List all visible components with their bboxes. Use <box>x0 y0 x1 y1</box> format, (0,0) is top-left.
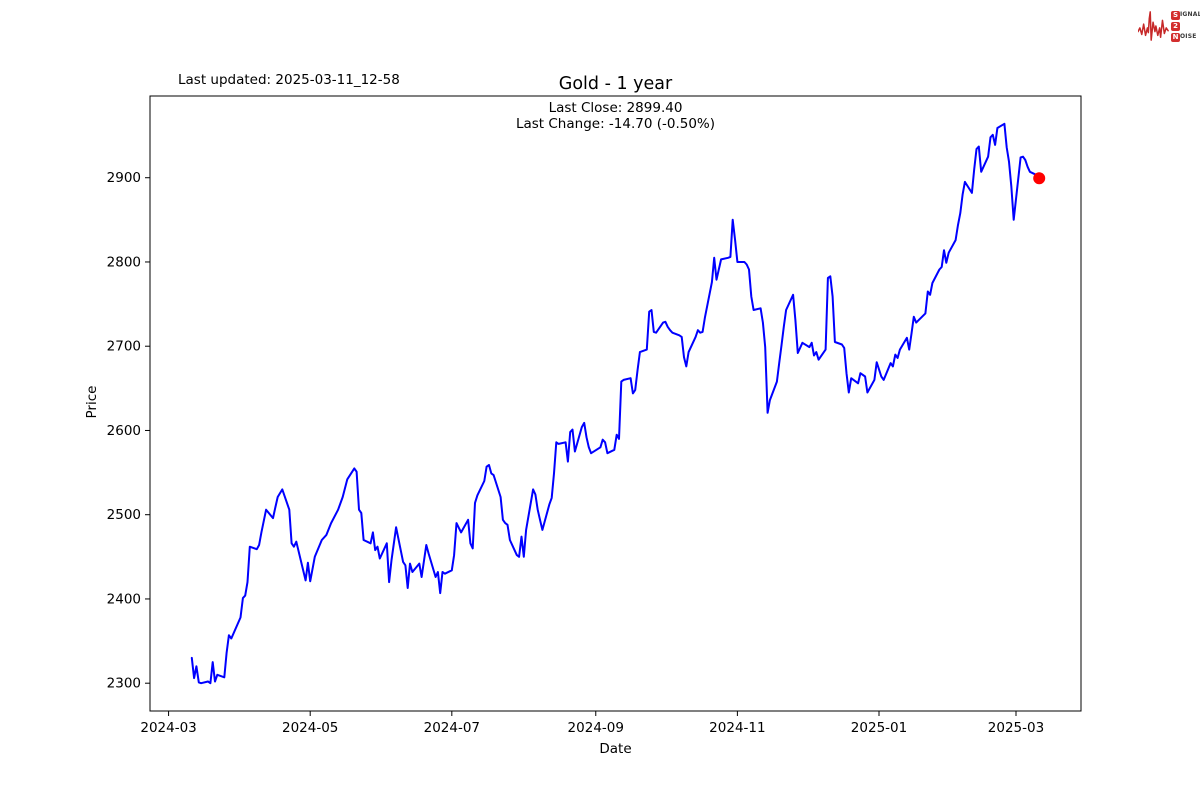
y-tick-label: 2300 <box>107 676 141 692</box>
y-tick-label: 2500 <box>107 507 141 523</box>
y-tick-label: 2400 <box>107 591 141 607</box>
logo-row-signal: S IGNAL <box>1171 10 1200 20</box>
logo-row-noise: N OISE <box>1171 32 1197 42</box>
x-tick-label: 2024-03 <box>140 720 196 736</box>
x-axis-label: Date <box>599 741 632 757</box>
x-tick-label: 2024-05 <box>282 720 338 736</box>
logo-row-2: 2 <box>1171 21 1200 31</box>
x-tick-label: 2024-11 <box>709 720 765 736</box>
last-close-marker <box>1033 172 1046 185</box>
signal2noise-logo: S IGNAL 2 N OISE <box>1138 4 1200 48</box>
x-tick-label: 2024-07 <box>424 720 480 736</box>
x-tick-label: 2024-09 <box>568 720 624 736</box>
logo-badge-n: N <box>1171 32 1180 42</box>
logo-badge-2: 2 <box>1171 21 1180 31</box>
x-tick-label: 2025-01 <box>851 720 907 736</box>
logo-badge-s: S <box>1171 10 1180 20</box>
y-tick-label: 2800 <box>107 254 141 270</box>
y-tick-label: 2600 <box>107 423 141 439</box>
y-tick-label: 2700 <box>107 339 141 355</box>
last-close-subtitle: Last Close: 2899.40 <box>548 100 683 116</box>
y-axis-label: Price <box>84 385 100 419</box>
x-tick-label: 2025-03 <box>988 720 1044 736</box>
last-updated-label: Last updated: 2025-03-11_12-58 <box>178 72 400 88</box>
plot-border <box>149 95 1082 712</box>
waveform-icon <box>1138 11 1169 41</box>
chart-title: Gold - 1 year <box>558 74 673 94</box>
price-line <box>190 122 1041 685</box>
y-tick-label: 2900 <box>107 170 141 186</box>
logo-text: S IGNAL 2 N OISE <box>1171 10 1200 42</box>
last-change-subtitle: Last Change: -14.70 (-0.50%) <box>515 116 716 132</box>
